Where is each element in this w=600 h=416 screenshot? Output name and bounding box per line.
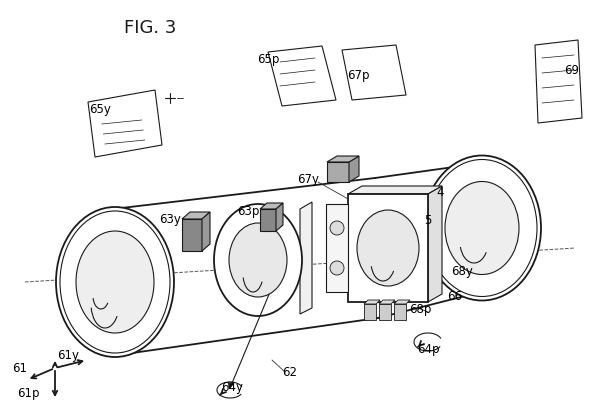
Text: 61y: 61y [57,349,79,362]
Polygon shape [364,304,376,320]
Text: 68p: 68p [409,304,431,317]
Text: 63p: 63p [237,206,259,218]
Text: 5: 5 [424,213,431,226]
Text: 64y: 64y [221,381,243,394]
Text: 65p: 65p [257,52,279,65]
Ellipse shape [357,210,419,286]
Polygon shape [276,203,283,231]
Text: 66: 66 [448,290,463,302]
Ellipse shape [445,181,519,275]
Ellipse shape [56,207,174,357]
Text: 63y: 63y [159,213,181,226]
Polygon shape [348,194,428,302]
Text: 67p: 67p [347,69,369,82]
Polygon shape [379,300,395,304]
Polygon shape [326,204,348,292]
Text: 67y: 67y [297,173,319,186]
Ellipse shape [229,223,287,297]
Polygon shape [327,162,349,182]
Text: 69: 69 [565,64,580,77]
Polygon shape [394,304,406,320]
Text: 61p: 61p [17,387,39,401]
Polygon shape [327,156,359,162]
Ellipse shape [214,204,302,316]
Ellipse shape [330,261,344,275]
Polygon shape [394,300,410,304]
Polygon shape [348,186,442,194]
Text: 68y: 68y [451,265,473,278]
Polygon shape [535,40,582,123]
Polygon shape [202,212,210,251]
Polygon shape [349,156,359,182]
Text: 61: 61 [13,362,28,374]
Polygon shape [300,202,312,314]
Polygon shape [428,186,442,302]
Polygon shape [182,212,210,219]
Polygon shape [379,304,391,320]
Text: FIG. 3: FIG. 3 [124,19,176,37]
Ellipse shape [330,221,344,235]
Polygon shape [182,219,202,251]
Polygon shape [260,203,283,209]
Polygon shape [88,90,162,157]
Polygon shape [260,209,276,231]
Polygon shape [268,46,336,106]
Ellipse shape [423,156,541,300]
Text: 65y: 65y [89,102,111,116]
Text: 4: 4 [436,186,444,198]
Polygon shape [342,45,406,100]
Polygon shape [364,300,380,304]
Text: 62: 62 [283,366,298,379]
Ellipse shape [76,231,154,333]
Text: 64p: 64p [417,344,439,357]
